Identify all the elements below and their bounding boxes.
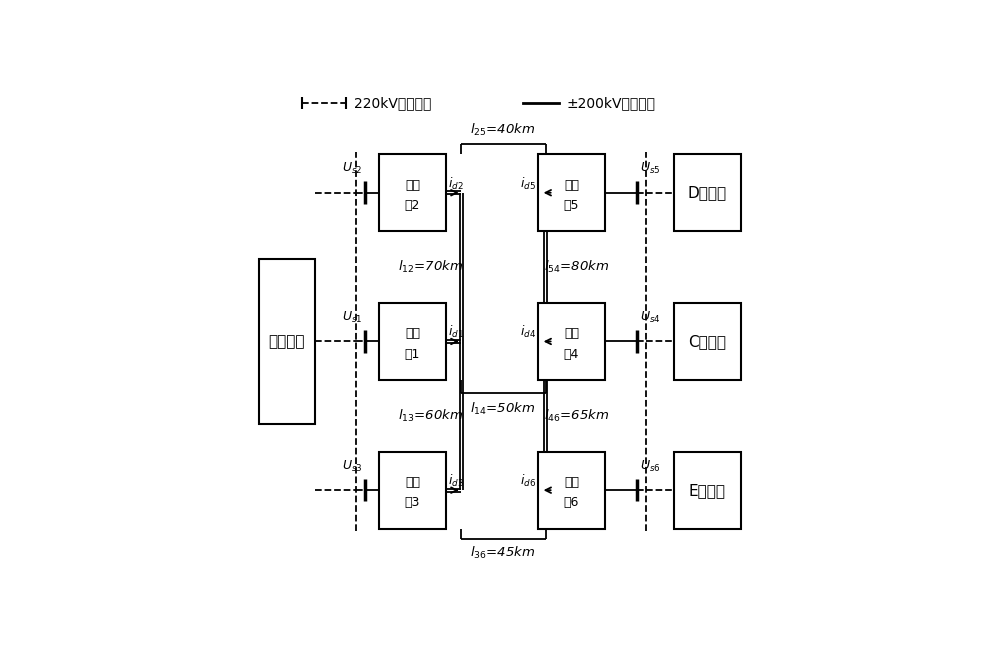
Text: 换流: 换流	[405, 476, 420, 489]
Text: 换流: 换流	[405, 178, 420, 192]
Text: 站5: 站5	[564, 199, 579, 212]
Text: 站2: 站2	[405, 199, 420, 212]
Text: 主岛电网: 主岛电网	[269, 334, 305, 349]
Text: ±200kV直流海缆: ±200kV直流海缆	[566, 96, 655, 110]
Bar	[379, 452, 446, 529]
Bar	[674, 303, 741, 380]
Text: 站1: 站1	[405, 348, 420, 361]
Text: $U_{s6}$: $U_{s6}$	[640, 459, 660, 474]
Bar	[259, 260, 315, 424]
Text: $U_{s5}$: $U_{s5}$	[640, 161, 660, 176]
Text: $i_{d2}$: $i_{d2}$	[448, 175, 464, 192]
Text: $l_{13}$=60km: $l_{13}$=60km	[398, 408, 463, 424]
Text: D岛电网: D岛电网	[688, 185, 727, 200]
Bar	[538, 303, 605, 380]
Text: $l_{46}$=65km: $l_{46}$=65km	[544, 408, 609, 424]
Text: 换流: 换流	[564, 476, 579, 489]
Text: $U_{s2}$: $U_{s2}$	[342, 161, 362, 176]
Bar	[538, 155, 605, 231]
Text: 站6: 站6	[564, 496, 579, 509]
Text: $i_{d3}$: $i_{d3}$	[448, 473, 464, 489]
Text: $U_{s1}$: $U_{s1}$	[342, 310, 362, 325]
Text: C岛电网: C岛电网	[688, 334, 726, 349]
Text: $U_{s3}$: $U_{s3}$	[342, 459, 362, 474]
Text: $i_{d5}$: $i_{d5}$	[520, 175, 536, 192]
Text: $l_{36}$=45km: $l_{36}$=45km	[470, 545, 535, 561]
Text: $i_{d4}$: $i_{d4}$	[520, 324, 536, 340]
Bar	[379, 303, 446, 380]
Text: 站4: 站4	[564, 348, 579, 361]
Text: 220kV交流线路: 220kV交流线路	[354, 96, 431, 110]
Bar	[379, 155, 446, 231]
Text: $l_{54}$=80km: $l_{54}$=80km	[544, 259, 609, 275]
Text: 站3: 站3	[405, 496, 420, 509]
Bar	[538, 452, 605, 529]
Text: $l_{25}$=40km: $l_{25}$=40km	[470, 122, 535, 138]
Text: 换流: 换流	[564, 178, 579, 192]
Text: E岛电网: E岛电网	[689, 483, 726, 498]
Bar	[674, 155, 741, 231]
Text: $l_{12}$=70km: $l_{12}$=70km	[398, 259, 463, 275]
Text: $l_{14}$=50km: $l_{14}$=50km	[470, 400, 535, 416]
Text: $i_{d6}$: $i_{d6}$	[520, 473, 536, 489]
Text: 换流: 换流	[564, 327, 579, 340]
Text: 换流: 换流	[405, 327, 420, 340]
Text: $i_{d1}$: $i_{d1}$	[448, 324, 464, 340]
Text: $U_{s4}$: $U_{s4}$	[640, 310, 660, 325]
Bar	[674, 452, 741, 529]
